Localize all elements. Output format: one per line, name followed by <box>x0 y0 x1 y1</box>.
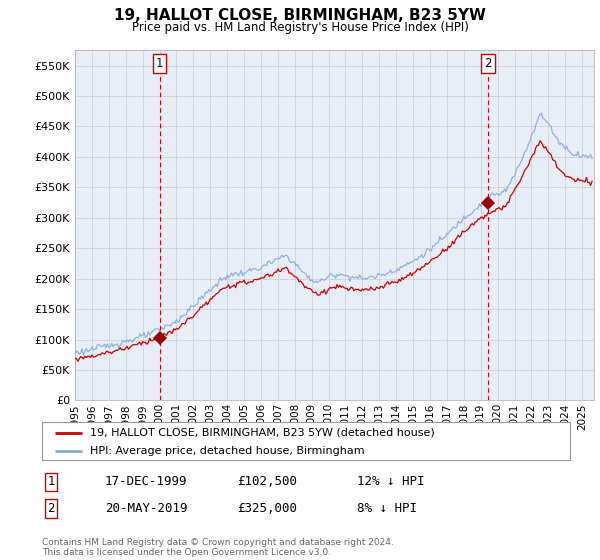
Text: 2: 2 <box>47 502 55 515</box>
Text: Price paid vs. HM Land Registry's House Price Index (HPI): Price paid vs. HM Land Registry's House … <box>131 21 469 34</box>
Text: 19, HALLOT CLOSE, BIRMINGHAM, B23 5YW (detached house): 19, HALLOT CLOSE, BIRMINGHAM, B23 5YW (d… <box>89 428 434 438</box>
Text: 2: 2 <box>484 58 491 71</box>
Text: £102,500: £102,500 <box>237 475 297 488</box>
Text: HPI: Average price, detached house, Birmingham: HPI: Average price, detached house, Birm… <box>89 446 364 456</box>
Text: 20-MAY-2019: 20-MAY-2019 <box>105 502 187 515</box>
Text: 12% ↓ HPI: 12% ↓ HPI <box>357 475 425 488</box>
Text: 17-DEC-1999: 17-DEC-1999 <box>105 475 187 488</box>
Text: 1: 1 <box>47 475 55 488</box>
Text: Contains HM Land Registry data © Crown copyright and database right 2024.
This d: Contains HM Land Registry data © Crown c… <box>42 538 394 557</box>
Text: 8% ↓ HPI: 8% ↓ HPI <box>357 502 417 515</box>
Text: 19, HALLOT CLOSE, BIRMINGHAM, B23 5YW: 19, HALLOT CLOSE, BIRMINGHAM, B23 5YW <box>114 8 486 24</box>
Text: £325,000: £325,000 <box>237 502 297 515</box>
Text: 1: 1 <box>156 58 163 71</box>
